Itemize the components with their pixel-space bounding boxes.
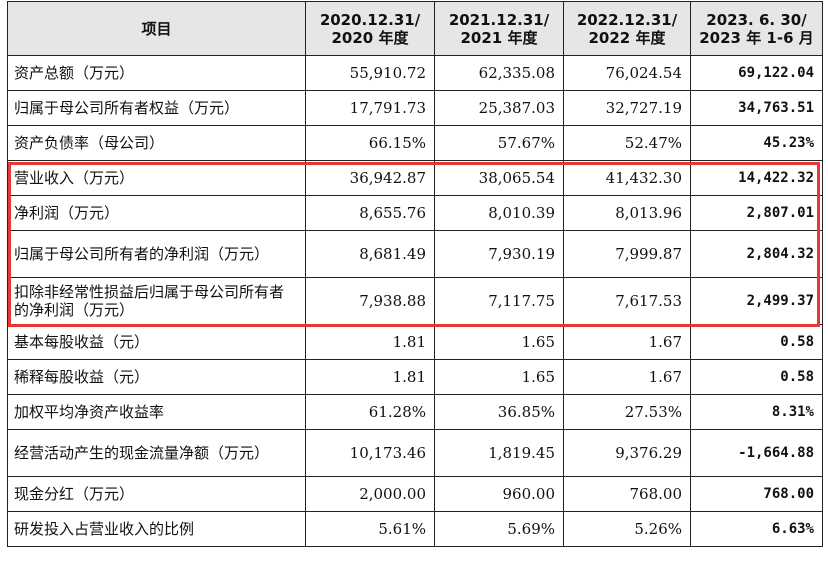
cell-value: 5.26% [563, 511, 691, 547]
cell-value: 52.47% [563, 125, 691, 161]
row-label: 加权平均净资产收益率 [7, 394, 306, 430]
cell-value: 36.85% [434, 394, 564, 430]
cell-value: 768.00 [690, 476, 823, 512]
cell-value: 76,024.54 [563, 55, 691, 91]
cell-value: 36,942.87 [305, 160, 435, 196]
header-2020: 2020.12.31/ 2020 年度 [305, 1, 435, 56]
table-row: 资产负债率（母公司） 66.15% 57.67% 52.47% 45.23% [7, 125, 823, 161]
cell-value: 768.00 [563, 476, 691, 512]
row-label: 归属于母公司所有者权益（万元） [7, 90, 306, 126]
cell-value: 2,807.01 [690, 195, 823, 231]
table-row: 归属于母公司所有者权益（万元） 17,791.73 25,387.03 32,7… [7, 90, 823, 126]
table-row: 现金分红（万元） 2,000.00 960.00 768.00 768.00 [7, 476, 823, 512]
cell-value: 1,819.45 [434, 429, 564, 477]
table-row: 加权平均净资产收益率 61.28% 36.85% 27.53% 8.31% [7, 394, 823, 430]
cell-value: 25,387.03 [434, 90, 564, 126]
row-label: 稀释每股收益（元） [7, 359, 306, 395]
header-item: 项目 [7, 1, 306, 56]
row-label: 扣除非经常性损益后归属于母公司所有者的净利润（万元） [7, 277, 306, 325]
header-2021-text: 2021.12.31/ 2021 年度 [448, 10, 550, 47]
table-row: 资产总额（万元） 55,910.72 62,335.08 76,024.54 6… [7, 55, 823, 91]
cell-value: 34,763.51 [690, 90, 823, 126]
cell-value: 41,432.30 [563, 160, 691, 196]
row-label: 研发投入占营业收入的比例 [7, 511, 306, 547]
header-2020-text: 2020.12.31/ 2020 年度 [319, 10, 421, 47]
cell-value: 14,422.32 [690, 160, 823, 196]
cell-value: 8,655.76 [305, 195, 435, 231]
cell-value: 2,000.00 [305, 476, 435, 512]
row-label: 资产负债率（母公司） [7, 125, 306, 161]
cell-value: 17,791.73 [305, 90, 435, 126]
cell-value: 27.53% [563, 394, 691, 430]
table-row: 稀释每股收益（元） 1.81 1.65 1.67 0.58 [7, 359, 823, 395]
cell-value: 1.81 [305, 359, 435, 395]
table-row: 经营活动产生的现金流量净额（万元） 10,173.46 1,819.45 9,3… [7, 429, 823, 477]
cell-value: 57.67% [434, 125, 564, 161]
cell-value: 0.58 [690, 324, 823, 360]
cell-value: 8,010.39 [434, 195, 564, 231]
cell-value: 8.31% [690, 394, 823, 430]
cell-value: 960.00 [434, 476, 564, 512]
row-label: 经营活动产生的现金流量净额（万元） [7, 429, 306, 477]
cell-value: 5.61% [305, 511, 435, 547]
cell-value: 2,499.37 [690, 277, 823, 325]
cell-value: 8,681.49 [305, 230, 435, 278]
cell-value: 7,938.88 [305, 277, 435, 325]
cell-value: 7,617.53 [563, 277, 691, 325]
cell-value: 1.67 [563, 324, 691, 360]
cell-value: 7,999.87 [563, 230, 691, 278]
cell-value: 55,910.72 [305, 55, 435, 91]
table-row: 研发投入占营业收入的比例 5.61% 5.69% 5.26% 6.63% [7, 511, 823, 547]
cell-value: 1.65 [434, 324, 564, 360]
cell-value: 61.28% [305, 394, 435, 430]
cell-value: 0.58 [690, 359, 823, 395]
cell-value: 1.65 [434, 359, 564, 395]
cell-value: 32,727.19 [563, 90, 691, 126]
row-label: 基本每股收益（元） [7, 324, 306, 360]
header-2023: 2023. 6. 30/ 2023 年 1-6 月 [690, 1, 823, 56]
cell-value: 1.81 [305, 324, 435, 360]
cell-value: 66.15% [305, 125, 435, 161]
cell-value: 45.23% [690, 125, 823, 161]
table-row: 扣除非经常性损益后归属于母公司所有者的净利润（万元） 7,938.88 7,11… [7, 277, 823, 325]
cell-value: 1.67 [563, 359, 691, 395]
row-label: 资产总额（万元） [7, 55, 306, 91]
header-2023-text: 2023. 6. 30/ 2023 年 1-6 月 [699, 10, 814, 47]
cell-value: 10,173.46 [305, 429, 435, 477]
financial-data-table: 项目 2020.12.31/ 2020 年度 2021.12.31/ 2021 … [7, 1, 823, 547]
cell-value: 6.63% [690, 511, 823, 547]
header-2022: 2022.12.31/ 2022 年度 [563, 1, 691, 56]
table-row: 基本每股收益（元） 1.81 1.65 1.67 0.58 [7, 324, 823, 360]
cell-value: 5.69% [434, 511, 564, 547]
cell-value: 7,930.19 [434, 230, 564, 278]
cell-value: 69,122.04 [690, 55, 823, 91]
cell-value: 9,376.29 [563, 429, 691, 477]
header-2022-text: 2022.12.31/ 2022 年度 [576, 10, 678, 47]
row-label: 净利润（万元） [7, 195, 306, 231]
row-label: 归属于母公司所有者的净利润（万元） [7, 230, 306, 278]
cell-value: 7,117.75 [434, 277, 564, 325]
table-row: 归属于母公司所有者的净利润（万元） 8,681.49 7,930.19 7,99… [7, 230, 823, 278]
cell-value: 62,335.08 [434, 55, 564, 91]
header-row: 项目 2020.12.31/ 2020 年度 2021.12.31/ 2021 … [7, 1, 823, 56]
cell-value: 8,013.96 [563, 195, 691, 231]
table-row: 净利润（万元） 8,655.76 8,010.39 8,013.96 2,807… [7, 195, 823, 231]
cell-value: -1,664.88 [690, 429, 823, 477]
cell-value: 38,065.54 [434, 160, 564, 196]
table-row: 营业收入（万元） 36,942.87 38,065.54 41,432.30 1… [7, 160, 823, 196]
row-label: 营业收入（万元） [7, 160, 306, 196]
row-label: 现金分红（万元） [7, 476, 306, 512]
cell-value: 2,804.32 [690, 230, 823, 278]
header-2021: 2021.12.31/ 2021 年度 [434, 1, 564, 56]
